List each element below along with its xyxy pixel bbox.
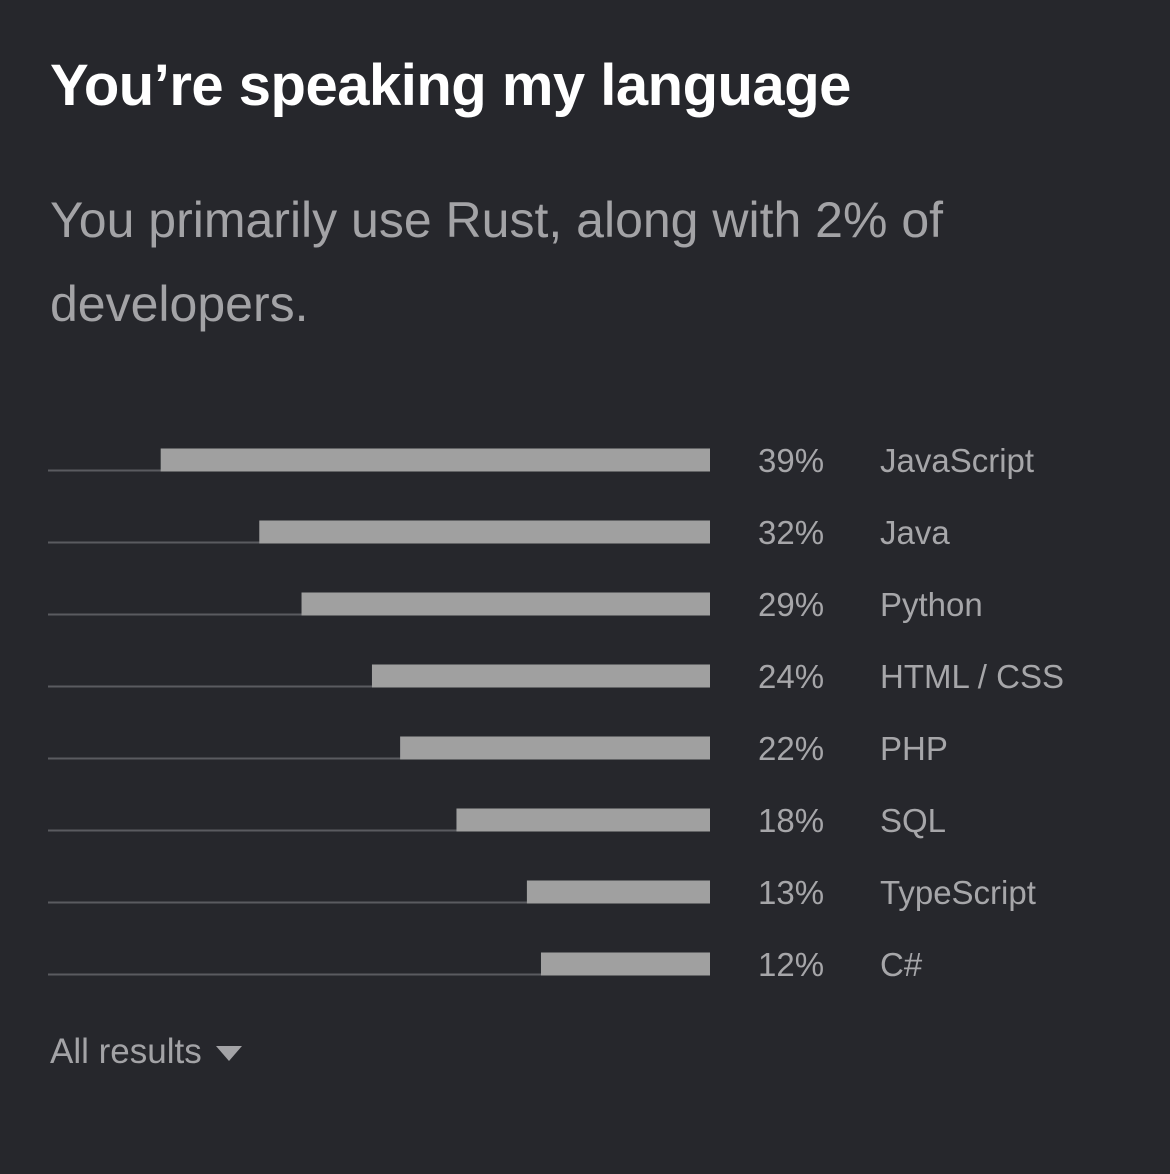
- bar: [400, 736, 710, 760]
- bar-category-label: Python: [880, 586, 983, 623]
- bar-category-label: HTML / CSS: [880, 658, 1064, 695]
- bar: [259, 520, 710, 544]
- bar-row: 13% TypeScript: [48, 874, 1036, 911]
- bar-value-label: 12%: [758, 946, 824, 983]
- bar-row: 32% Java: [48, 514, 950, 551]
- bar-category-label: JavaScript: [880, 442, 1034, 479]
- bar-value-label: 18%: [758, 802, 824, 839]
- all-results-toggle[interactable]: All results: [50, 1032, 242, 1072]
- bar-value-label: 13%: [758, 874, 824, 911]
- card-title: You’re speaking my language: [50, 53, 851, 118]
- all-results-label: All results: [50, 1032, 202, 1071]
- caret-down-icon: [215, 1045, 242, 1061]
- bar-value-label: 39%: [758, 442, 824, 479]
- bar-category-label: TypeScript: [880, 874, 1036, 911]
- bar-track: [48, 829, 710, 832]
- bar-value-label: 22%: [758, 730, 824, 767]
- language-bar-chart-svg: 39% JavaScript 32% Java 29% Python 24% HTML / C…: [48, 442, 1064, 983]
- bar-category-label: C#: [880, 946, 923, 983]
- bar: [526, 880, 710, 904]
- bar-value-label: 29%: [758, 586, 824, 623]
- bar-track: [48, 973, 710, 976]
- bar: [160, 448, 710, 472]
- language-bar-chart: 39% JavaScript 32% Java 29% Python 24% HTML / C…: [0, 420, 1170, 1000]
- bar-row: 22% PHP: [48, 730, 948, 767]
- bar-value-label: 32%: [758, 514, 824, 551]
- bar-row: 39% JavaScript: [48, 442, 1034, 479]
- bar: [540, 952, 710, 976]
- bar-track: [48, 757, 710, 760]
- bar-row: 18% SQL: [48, 802, 946, 839]
- bar: [301, 592, 710, 616]
- bar-category-label: Java: [880, 514, 950, 551]
- bar: [456, 808, 710, 832]
- bar-category-label: PHP: [880, 730, 948, 767]
- bar: [371, 664, 710, 688]
- bar-track: [48, 901, 710, 904]
- bar-row: 12% C#: [48, 946, 923, 983]
- bar-row: 24% HTML / CSS: [48, 658, 1064, 695]
- bar-category-label: SQL: [880, 802, 946, 839]
- bar-row: 29% Python: [48, 586, 983, 623]
- bar-value-label: 24%: [758, 658, 824, 695]
- card-subtitle: You primarily use Rust, along with 2% of…: [50, 192, 944, 332]
